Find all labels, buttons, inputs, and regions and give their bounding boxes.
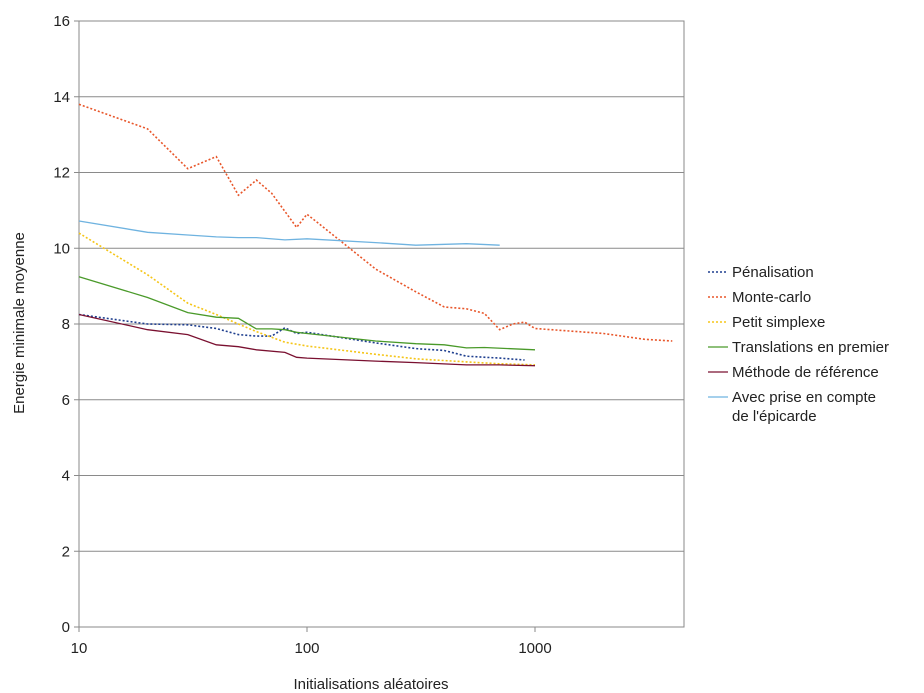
y-axis-label: Energie minimale moyenne — [11, 232, 28, 414]
y-tick-label: 2 — [62, 543, 70, 560]
x-axis-label: Initialisations aléatoires — [293, 676, 448, 693]
x-axis-ticks: 10 100 1000 — [71, 627, 552, 657]
legend-label-1: Pénalisation — [732, 264, 814, 281]
series-line-5 — [78, 313, 536, 367]
gridlines — [79, 96, 684, 552]
series-line-4 — [78, 276, 536, 351]
y-tick-label: 0 — [62, 619, 70, 636]
legend: Pénalisation Monte-carlo Petit simplexe Tra… — [708, 264, 889, 425]
x-tick-label: 1000 — [518, 640, 551, 657]
series-line-2 — [78, 103, 673, 342]
y-tick-label: 8 — [62, 316, 70, 333]
x-tick-label: 10 — [71, 640, 88, 657]
legend-label-2: Monte-carlo — [732, 289, 811, 306]
y-axis-ticks: 0 2 4 6 8 10 12 14 16 — [53, 13, 79, 636]
legend-label-5: Méthode de référence — [732, 364, 879, 381]
series-layer — [78, 103, 673, 367]
series-line-6 — [78, 220, 500, 246]
legend-label-3: Petit simplexe — [732, 314, 825, 331]
y-tick-label: 12 — [53, 165, 70, 182]
y-tick-label: 10 — [53, 240, 70, 257]
y-tick-label: 14 — [53, 89, 70, 106]
y-tick-label: 4 — [62, 468, 70, 485]
y-tick-label: 6 — [62, 392, 70, 409]
y-tick-label: 16 — [53, 13, 70, 30]
legend-label-4: Translations en premier — [732, 339, 889, 356]
x-tick-label: 100 — [294, 640, 319, 657]
legend-label-6: Avec prise en compte — [732, 389, 876, 406]
legend-label-6: de l'épicarde — [732, 408, 817, 425]
series-line-3 — [78, 232, 536, 366]
